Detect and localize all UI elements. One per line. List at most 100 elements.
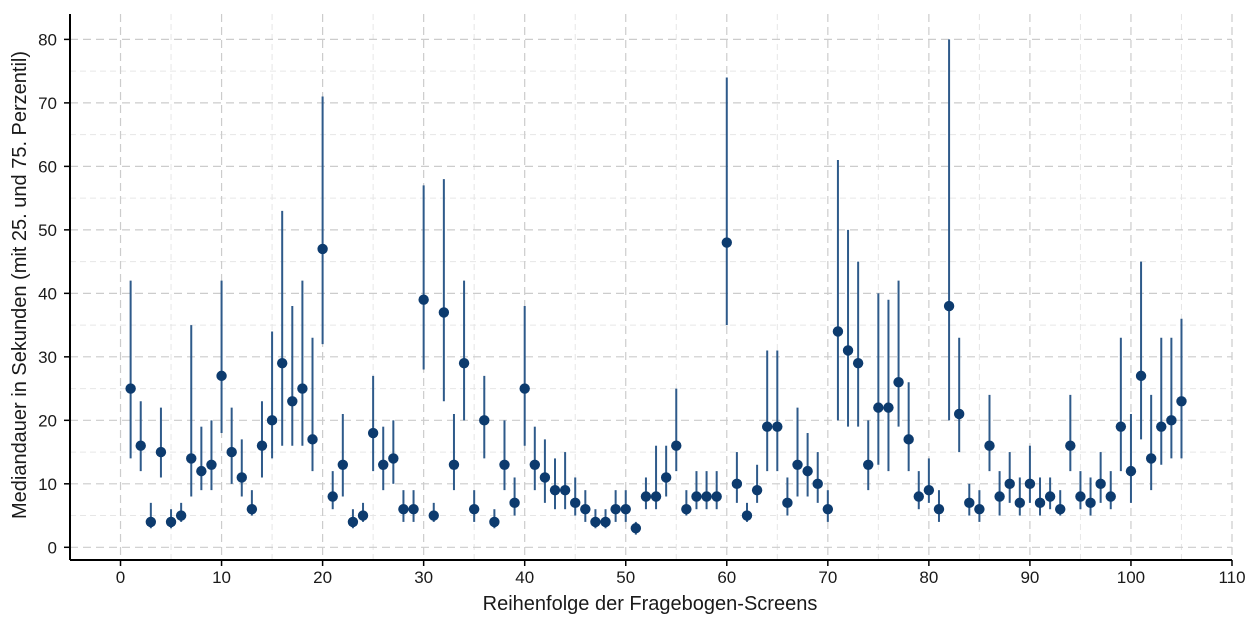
- median-point: [135, 440, 146, 451]
- median-point: [660, 472, 672, 483]
- median-point: [367, 427, 379, 439]
- median-point: [276, 357, 288, 369]
- median-point: [418, 294, 429, 305]
- median-point: [216, 370, 227, 382]
- median-point: [236, 472, 247, 483]
- y-tick-label: 20: [38, 411, 57, 430]
- median-point: [802, 465, 813, 477]
- y-tick-label: 80: [38, 30, 57, 49]
- median-point: [691, 491, 702, 502]
- x-tick-label: 50: [616, 568, 635, 587]
- median-point: [378, 459, 389, 470]
- median-point: [953, 408, 965, 420]
- median-point: [388, 453, 399, 464]
- x-tick-label: 10: [212, 568, 231, 587]
- median-point: [226, 446, 237, 458]
- median-point: [196, 465, 207, 477]
- median-point: [519, 383, 530, 394]
- median-point: [408, 504, 419, 515]
- median-point: [863, 459, 874, 470]
- median-point: [145, 516, 157, 528]
- median-point: [509, 497, 520, 509]
- median-point: [175, 510, 187, 521]
- median-point: [751, 484, 763, 496]
- median-point: [913, 491, 924, 502]
- median-point: [1176, 396, 1187, 407]
- median-point: [549, 484, 561, 496]
- median-point: [1135, 370, 1147, 382]
- median-point: [731, 478, 743, 490]
- median-point: [1115, 421, 1127, 432]
- median-point: [1004, 478, 1015, 490]
- median-point: [287, 396, 298, 407]
- median-point: [357, 510, 369, 521]
- median-point: [974, 504, 985, 515]
- y-tick-label: 0: [48, 538, 57, 557]
- median-point: [317, 243, 328, 255]
- median-point: [1156, 421, 1167, 432]
- median-point: [529, 459, 540, 470]
- median-point: [337, 459, 349, 470]
- median-point: [246, 504, 258, 515]
- median-point: [964, 497, 975, 509]
- median-point: [984, 440, 995, 451]
- median-point: [458, 357, 470, 369]
- median-point: [610, 504, 621, 515]
- median-point: [852, 357, 864, 369]
- median-point: [620, 504, 631, 515]
- median-point: [1024, 478, 1036, 490]
- median-point: [479, 415, 490, 426]
- y-tick-label: 30: [38, 348, 57, 367]
- median-point: [943, 300, 955, 312]
- median-point: [256, 440, 268, 451]
- median-point: [1145, 453, 1157, 464]
- x-tick-label: 30: [414, 568, 433, 587]
- median-point: [832, 326, 844, 337]
- median-point: [266, 415, 278, 426]
- y-tick-label: 60: [38, 157, 57, 176]
- median-point: [792, 459, 803, 470]
- median-point: [711, 491, 722, 502]
- median-point: [489, 516, 500, 528]
- x-tick-label: 60: [717, 568, 736, 587]
- median-point: [186, 453, 197, 464]
- median-point: [893, 377, 904, 388]
- median-point: [1034, 497, 1046, 509]
- y-tick-label: 70: [38, 94, 57, 113]
- x-tick-label: 80: [919, 568, 938, 587]
- median-point: [701, 491, 712, 502]
- median-point: [772, 421, 783, 432]
- median-point: [1095, 478, 1106, 490]
- median-point: [559, 484, 571, 496]
- median-point: [428, 510, 439, 521]
- median-point: [307, 434, 318, 445]
- median-point: [297, 383, 308, 394]
- median-point: [1065, 440, 1076, 451]
- median-point: [438, 307, 450, 318]
- x-axis-label: Reihenfolge der Fragebogen-Screens: [483, 593, 818, 615]
- median-point: [994, 491, 1005, 502]
- median-point: [903, 434, 914, 445]
- median-point: [1055, 504, 1066, 515]
- median-point: [155, 446, 167, 458]
- median-point: [933, 504, 945, 515]
- median-point: [1125, 465, 1137, 477]
- y-axis-label: Mediandauer in Sekunden (mit 25. und 75.…: [9, 51, 31, 519]
- x-tick-label: 100: [1117, 568, 1145, 587]
- axes: [64, 14, 1233, 566]
- median-point: [580, 504, 591, 515]
- median-point: [812, 478, 823, 490]
- median-point: [165, 516, 177, 528]
- y-tick-label: 50: [38, 221, 57, 240]
- median-point: [125, 383, 136, 394]
- median-point: [468, 504, 480, 515]
- median-point: [650, 491, 662, 502]
- x-tick-label: 20: [313, 568, 332, 587]
- x-tick-label: 70: [818, 568, 837, 587]
- median-point: [327, 491, 338, 502]
- median-point: [499, 459, 510, 470]
- median-point: [570, 497, 581, 509]
- x-tick-label: 40: [515, 568, 534, 587]
- median-point: [671, 440, 682, 451]
- y-tick-label: 40: [38, 284, 57, 303]
